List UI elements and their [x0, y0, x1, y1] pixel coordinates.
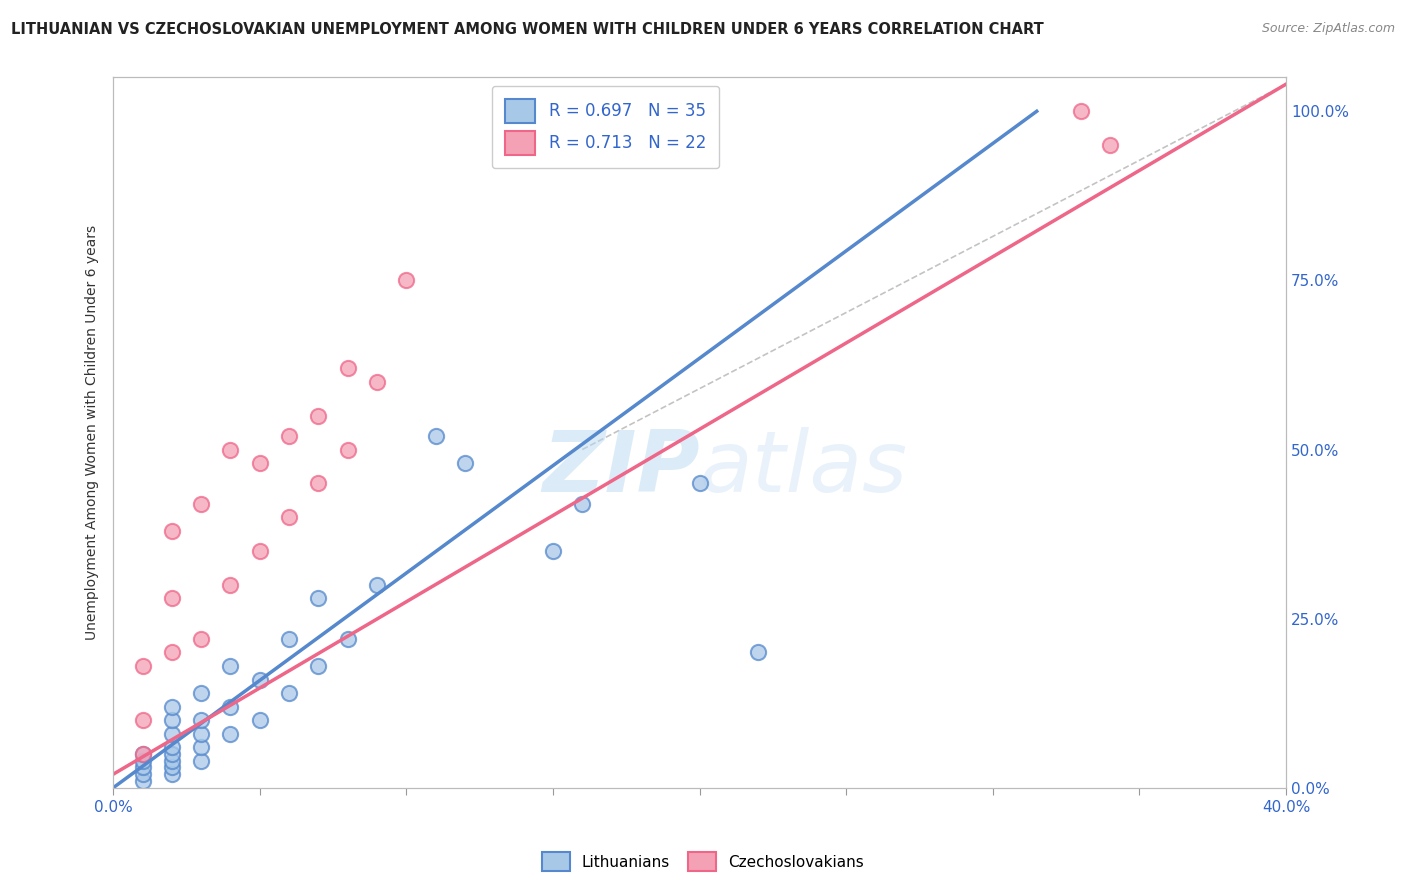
- Point: [1070, 104, 1092, 119]
- Point: [219, 442, 242, 457]
- Point: [190, 497, 212, 511]
- Text: ZIP: ZIP: [541, 426, 700, 509]
- Point: [249, 713, 271, 727]
- Point: [747, 645, 769, 659]
- Point: [336, 442, 359, 457]
- Point: [160, 699, 183, 714]
- Point: [278, 686, 301, 700]
- Point: [160, 767, 183, 781]
- Point: [190, 754, 212, 768]
- Point: [131, 767, 153, 781]
- Point: [689, 476, 711, 491]
- Point: [131, 774, 153, 789]
- Point: [160, 645, 183, 659]
- Legend: R = 0.697   N = 35, R = 0.713   N = 22: R = 0.697 N = 35, R = 0.713 N = 22: [492, 86, 720, 168]
- Y-axis label: Unemployment Among Women with Children Under 6 years: Unemployment Among Women with Children U…: [86, 225, 100, 640]
- Point: [307, 409, 329, 423]
- Point: [131, 760, 153, 774]
- Point: [425, 429, 447, 443]
- Point: [160, 760, 183, 774]
- Point: [219, 659, 242, 673]
- Point: [249, 456, 271, 470]
- Point: [541, 544, 564, 558]
- Point: [366, 375, 388, 389]
- Point: [131, 747, 153, 761]
- Point: [249, 673, 271, 687]
- Point: [454, 456, 477, 470]
- Point: [131, 659, 153, 673]
- Point: [249, 544, 271, 558]
- Point: [131, 747, 153, 761]
- Point: [366, 578, 388, 592]
- Point: [160, 524, 183, 538]
- Point: [219, 699, 242, 714]
- Point: [278, 632, 301, 646]
- Point: [190, 632, 212, 646]
- Point: [219, 578, 242, 592]
- Text: atlas: atlas: [700, 426, 908, 509]
- Text: Source: ZipAtlas.com: Source: ZipAtlas.com: [1261, 22, 1395, 36]
- Point: [160, 726, 183, 740]
- Legend: Lithuanians, Czechoslovakians: Lithuanians, Czechoslovakians: [536, 847, 870, 877]
- Point: [1099, 138, 1122, 153]
- Point: [131, 754, 153, 768]
- Point: [307, 476, 329, 491]
- Point: [307, 591, 329, 606]
- Point: [160, 740, 183, 755]
- Point: [571, 497, 593, 511]
- Point: [336, 361, 359, 376]
- Point: [190, 726, 212, 740]
- Text: LITHUANIAN VS CZECHOSLOVAKIAN UNEMPLOYMENT AMONG WOMEN WITH CHILDREN UNDER 6 YEA: LITHUANIAN VS CZECHOSLOVAKIAN UNEMPLOYME…: [11, 22, 1045, 37]
- Point: [278, 510, 301, 524]
- Point: [336, 632, 359, 646]
- Point: [160, 591, 183, 606]
- Point: [307, 659, 329, 673]
- Point: [395, 273, 418, 287]
- Point: [190, 686, 212, 700]
- Point: [160, 747, 183, 761]
- Point: [131, 713, 153, 727]
- Point: [278, 429, 301, 443]
- Point: [190, 713, 212, 727]
- Point: [219, 726, 242, 740]
- Point: [190, 740, 212, 755]
- Point: [160, 754, 183, 768]
- Point: [160, 713, 183, 727]
